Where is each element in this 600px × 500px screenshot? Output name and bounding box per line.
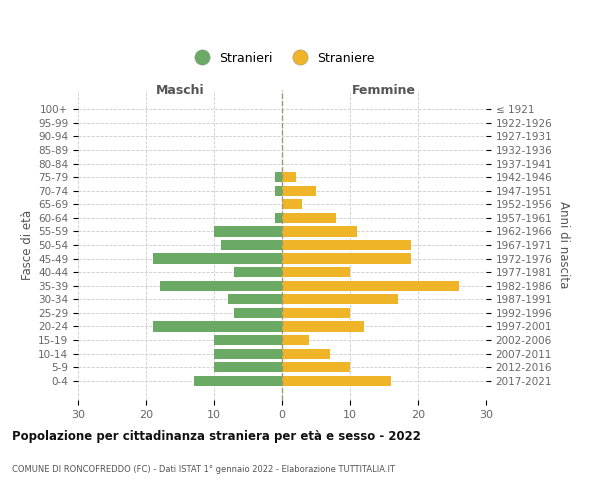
Bar — [227, 294, 282, 304]
Bar — [275, 212, 282, 223]
Bar — [282, 348, 329, 358]
Y-axis label: Fasce di età: Fasce di età — [21, 210, 34, 280]
Bar — [282, 186, 316, 196]
Text: COMUNE DI RONCOFREDDO (FC) - Dati ISTAT 1° gennaio 2022 - Elaborazione TUTTITALI: COMUNE DI RONCOFREDDO (FC) - Dati ISTAT … — [12, 465, 395, 474]
Text: Popolazione per cittadinanza straniera per età e sesso - 2022: Popolazione per cittadinanza straniera p… — [12, 430, 421, 443]
Bar — [235, 267, 282, 278]
Bar — [282, 226, 357, 236]
Bar — [282, 254, 411, 264]
Bar — [282, 294, 398, 304]
Legend: Stranieri, Straniere: Stranieri, Straniere — [184, 46, 380, 70]
Bar — [214, 335, 282, 345]
Bar — [221, 240, 282, 250]
Y-axis label: Anni di nascita: Anni di nascita — [557, 202, 569, 288]
Bar — [214, 348, 282, 358]
Bar — [282, 199, 302, 209]
Bar — [194, 376, 282, 386]
Bar — [282, 376, 391, 386]
Bar — [282, 267, 350, 278]
Bar — [282, 322, 364, 332]
Bar — [153, 254, 282, 264]
Text: Femmine: Femmine — [352, 84, 416, 97]
Bar — [282, 172, 296, 182]
Bar — [282, 335, 309, 345]
Bar — [214, 226, 282, 236]
Text: Maschi: Maschi — [155, 84, 205, 97]
Bar — [275, 172, 282, 182]
Bar — [160, 280, 282, 291]
Bar — [282, 308, 350, 318]
Bar — [282, 212, 337, 223]
Bar — [282, 240, 411, 250]
Bar — [282, 280, 459, 291]
Bar — [275, 186, 282, 196]
Bar — [282, 362, 350, 372]
Bar — [235, 308, 282, 318]
Bar — [153, 322, 282, 332]
Bar — [214, 362, 282, 372]
